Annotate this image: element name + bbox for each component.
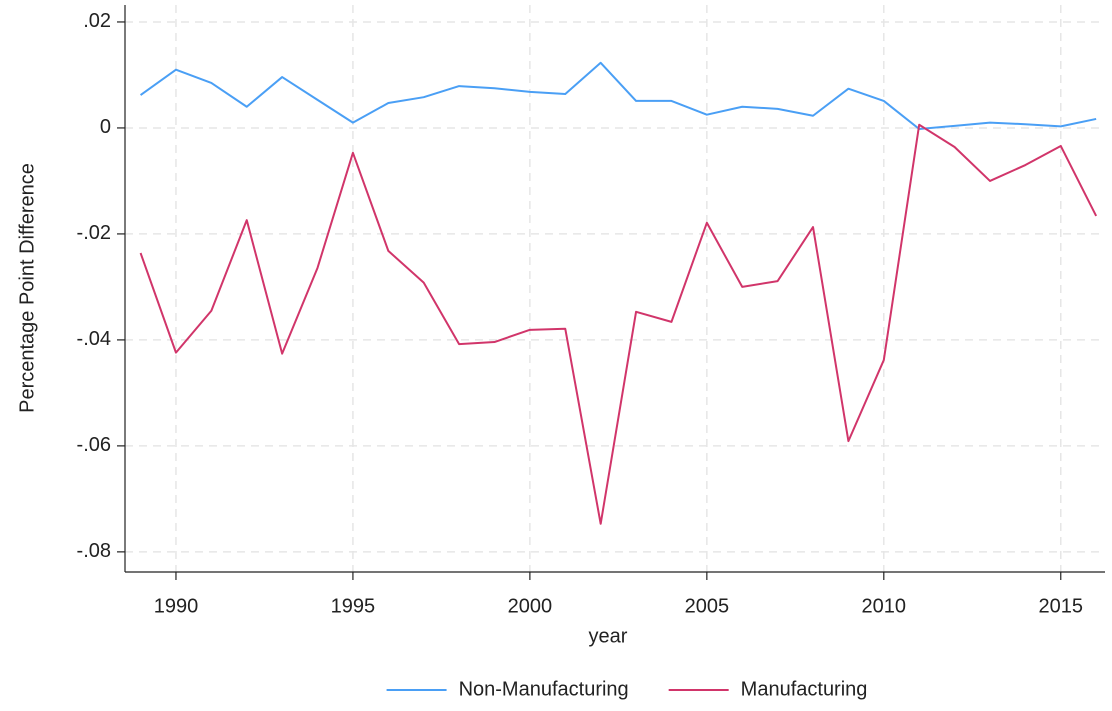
y-tick-label: -.06	[77, 434, 111, 456]
y-tick-label: -.08	[77, 540, 111, 562]
y-tick-label: 0	[100, 116, 111, 138]
x-tick-label: 2005	[685, 595, 730, 617]
y-tick-label: -.04	[77, 328, 111, 350]
legend-label: Non-Manufacturing	[459, 678, 629, 700]
y-axis-label: Percentage Point Difference	[16, 163, 38, 413]
legend-label: Manufacturing	[741, 678, 868, 700]
data-line	[139, 123, 1098, 525]
x-tick-label: 2000	[508, 595, 553, 617]
data-line	[139, 61, 1097, 130]
x-tick-label: 2010	[862, 595, 907, 617]
y-tick-label: .02	[83, 10, 111, 32]
x-tick-label: 1995	[331, 595, 376, 617]
x-axis-label: year	[589, 625, 628, 647]
x-tick-label: 2015	[1039, 595, 1084, 617]
y-tick-label: -.02	[77, 222, 111, 244]
x-tick-label: 1990	[154, 595, 199, 617]
